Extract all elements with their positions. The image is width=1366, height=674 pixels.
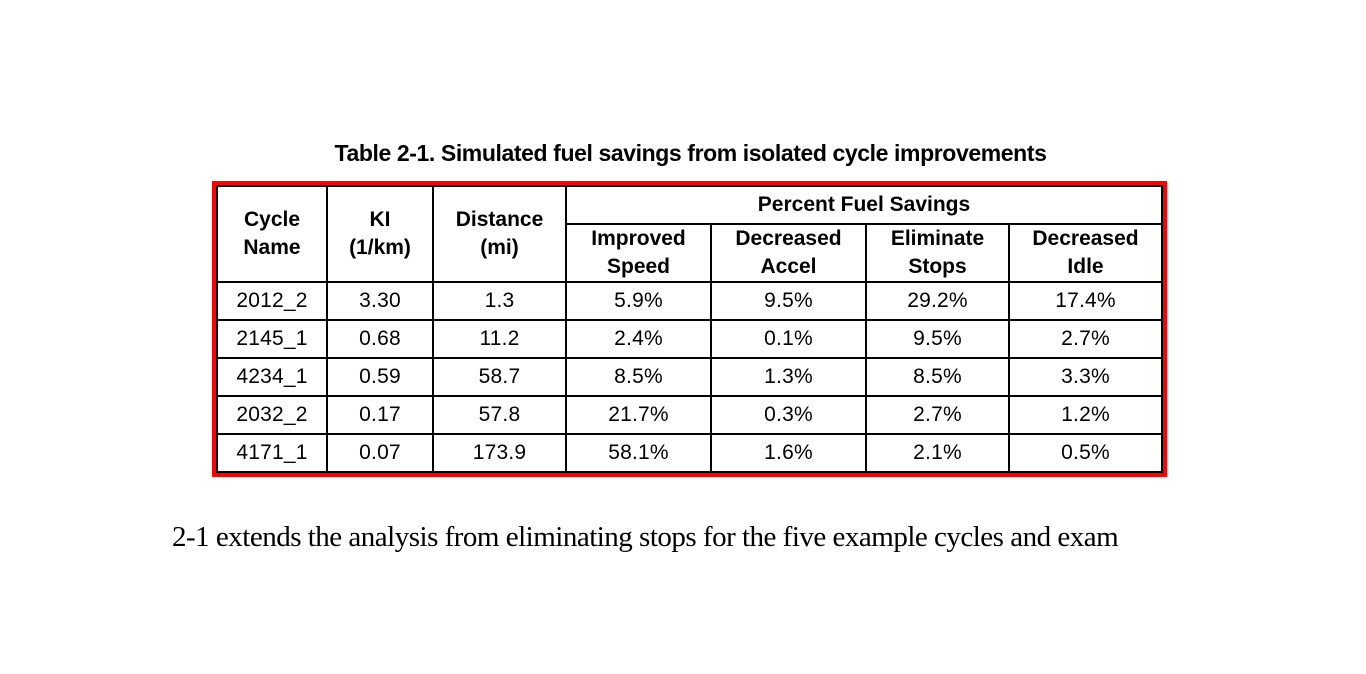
cell-improved-speed: 2.4% (565, 319, 712, 359)
cell-distance: 173.9 (432, 433, 567, 473)
cell-decreased-accel: 9.5% (710, 281, 867, 321)
cell-decreased-accel: 0.3% (710, 395, 867, 435)
cell-decreased-idle: 0.5% (1008, 433, 1163, 473)
cell-distance: 57.8 (432, 395, 567, 435)
cell-improved-speed: 58.1% (565, 433, 712, 473)
cell-eliminate-stops: 9.5% (865, 319, 1010, 359)
header-row-sub: Improved Speed Decreased Accel Eliminate… (217, 223, 1163, 283)
table-row: 2145_1 0.68 11.2 2.4% 0.1% 9.5% 2.7% (216, 319, 1163, 359)
cell-cycle-name: 2145_1 (216, 319, 328, 359)
cell-cycle-name: 4234_1 (216, 357, 328, 397)
table-row: 4171_1 0.07 173.9 58.1% 1.6% 2.1% 0.5% (216, 433, 1163, 473)
table-row: 2032_2 0.17 57.8 21.7% 0.3% 2.7% 1.2% (216, 395, 1163, 435)
cell-cycle-name: 2012_2 (216, 281, 328, 321)
cell-distance: 58.7 (432, 357, 567, 397)
cell-ki: 3.30 (326, 281, 434, 321)
cell-improved-speed: 8.5% (565, 357, 712, 397)
col-header-ki: KI (1/km) (326, 185, 434, 283)
cell-ki: 0.59 (326, 357, 434, 397)
cell-improved-speed: 5.9% (565, 281, 712, 321)
cell-decreased-accel: 0.1% (710, 319, 867, 359)
cell-distance: 11.2 (432, 319, 567, 359)
col-header-decreased-idle: Decreased Idle (1008, 223, 1163, 283)
table-red-frame: Cycle Name KI (1/km) Distance (mi) Perce… (212, 181, 1167, 477)
col-header-eliminate-stops: Eliminate Stops (865, 223, 1010, 283)
cell-cycle-name: 4171_1 (216, 433, 328, 473)
cell-cycle-name: 2032_2 (216, 395, 328, 435)
cell-distance: 1.3 (432, 281, 567, 321)
cell-decreased-idle: 1.2% (1008, 395, 1163, 435)
cell-eliminate-stops: 8.5% (865, 357, 1010, 397)
col-header-decreased-accel: Decreased Accel (710, 223, 867, 283)
table-row: 2012_2 3.30 1.3 5.9% 9.5% 29.2% 17.4% (216, 281, 1163, 321)
cell-ki: 0.68 (326, 319, 434, 359)
cell-eliminate-stops: 2.7% (865, 395, 1010, 435)
cell-decreased-idle: 2.7% (1008, 319, 1163, 359)
cell-eliminate-stops: 29.2% (865, 281, 1010, 321)
cell-decreased-accel: 1.6% (710, 433, 867, 473)
col-header-distance: Distance (mi) (432, 185, 567, 283)
table-caption: Table 2-1. Simulated fuel savings from i… (334, 140, 1047, 166)
cell-decreased-accel: 1.3% (710, 357, 867, 397)
col-group-header-percent-fuel-savings: Percent Fuel Savings (565, 185, 1163, 225)
col-header-cycle-name: Cycle Name (216, 185, 328, 283)
header-row-group: Cycle Name KI (1/km) Distance (mi) Perce… (216, 185, 1163, 283)
fuel-savings-table: Cycle Name KI (1/km) Distance (mi) Perce… (216, 185, 1163, 473)
body-text-fragment: 2-1 extends the analysis from eliminatin… (172, 521, 1119, 553)
cell-eliminate-stops: 2.1% (865, 433, 1010, 473)
cell-improved-speed: 21.7% (565, 395, 712, 435)
table-row: 4234_1 0.59 58.7 8.5% 1.3% 8.5% 3.3% (216, 357, 1163, 397)
col-header-improved-speed: Improved Speed (565, 223, 712, 283)
cell-decreased-idle: 3.3% (1008, 357, 1163, 397)
cell-ki: 0.07 (326, 433, 434, 473)
cell-decreased-idle: 17.4% (1008, 281, 1163, 321)
cell-ki: 0.17 (326, 395, 434, 435)
